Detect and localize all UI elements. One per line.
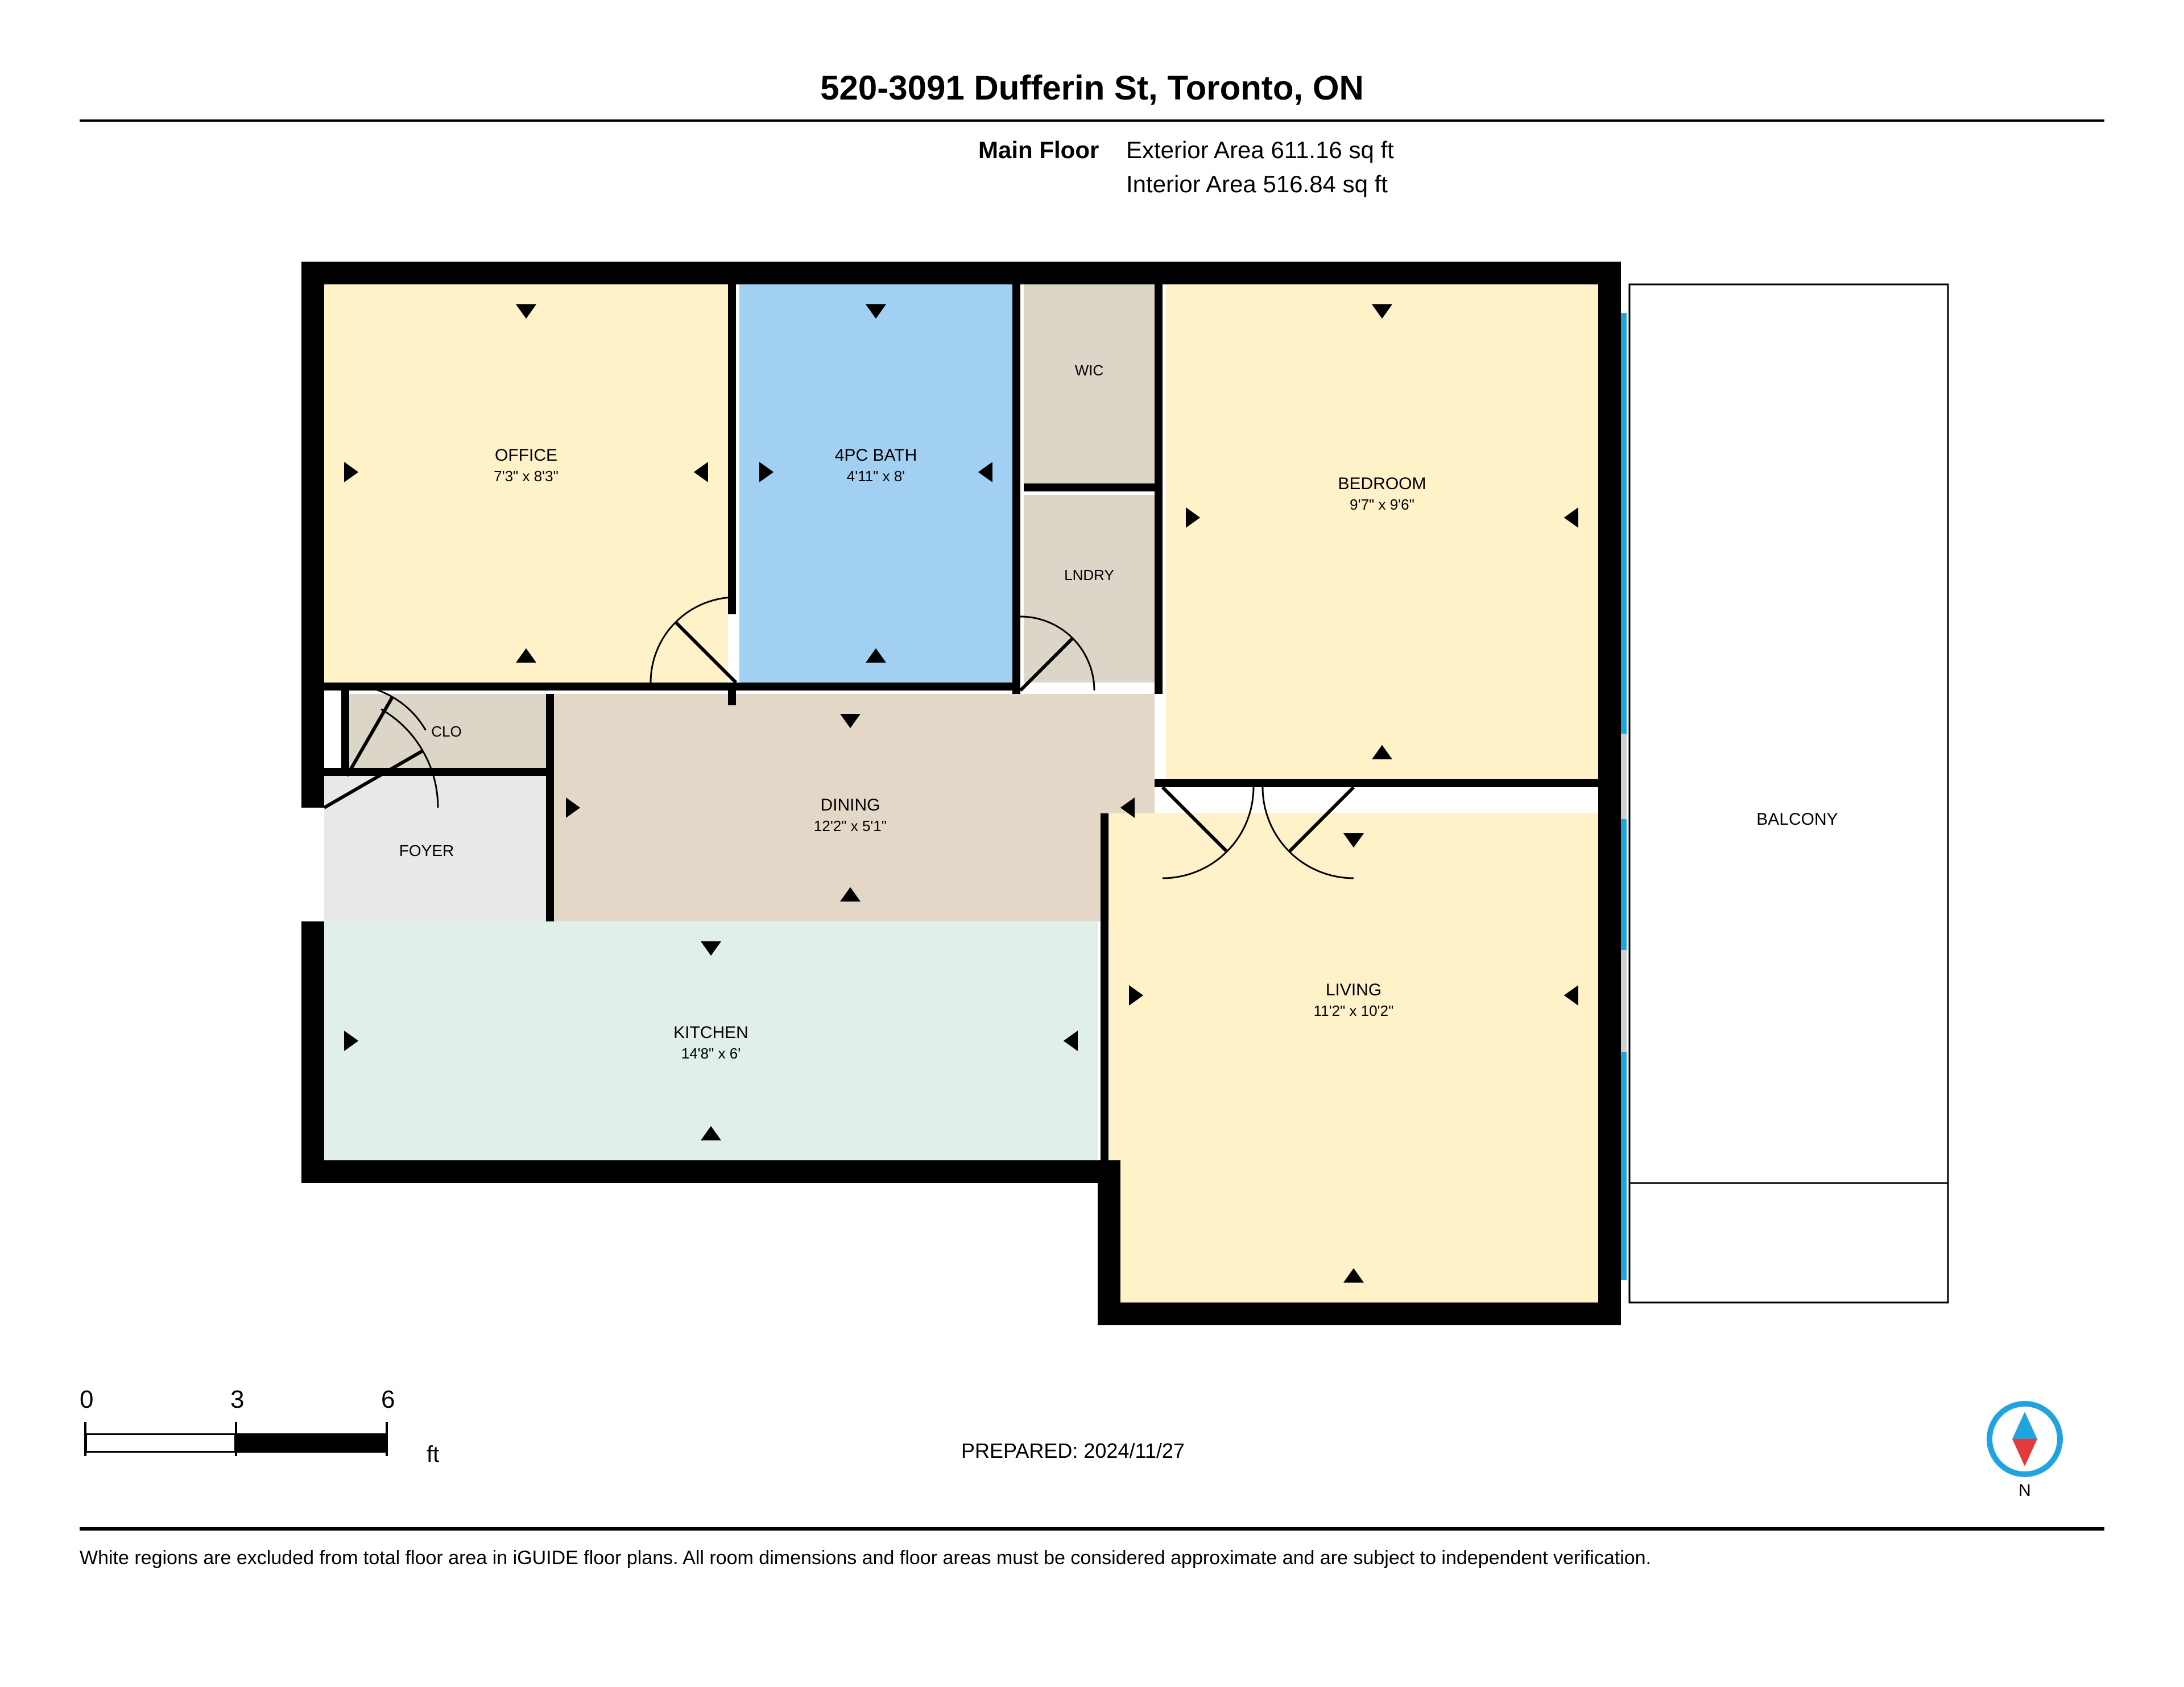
wall-main_right — [1598, 262, 1621, 1325]
room-label-lndry: LNDRY — [1064, 567, 1114, 584]
wall-left_mid — [301, 774, 324, 808]
room-dim-dining: 12'2" x 5'1" — [814, 817, 887, 834]
inner-wall — [1024, 483, 1155, 491]
room-label-living: LIVING — [1326, 981, 1381, 999]
inner-wall — [1155, 779, 1598, 787]
scale-label: 6 — [381, 1386, 395, 1414]
wall-kitchen_left — [301, 921, 324, 1183]
room-label-dining: DINING — [821, 796, 880, 814]
room-dim-office: 7'3" x 8'3" — [494, 468, 559, 485]
page: 520-3091 Dufferin St, Toronto, ON Main F… — [0, 0, 2184, 1687]
footer-disclaimer: White regions are excluded from total fl… — [80, 1547, 2104, 1569]
inner-wall — [546, 694, 554, 921]
room-dim-living: 11'2" x 10'2" — [1314, 1002, 1394, 1019]
inner-wall — [324, 768, 546, 776]
compass: N — [1968, 1382, 2082, 1507]
compass-n-label: N — [2018, 1481, 2031, 1500]
room-label-kitchen: KITCHEN — [673, 1023, 748, 1042]
balcony-label: BALCONY — [1756, 810, 1838, 829]
title-underline — [80, 119, 2104, 122]
room-dim-bath: 4'11" x 8' — [847, 468, 905, 485]
room-label-bath: 4PC BATH — [835, 446, 917, 465]
inner-wall — [1155, 284, 1163, 694]
room-label-bedroom: BEDROOM — [1338, 474, 1426, 493]
inner-wall — [341, 688, 349, 768]
room-label-foyer: FOYER — [399, 842, 454, 859]
room-dim-bedroom: 9'7" x 9'6" — [1350, 496, 1414, 513]
inner-wall — [1101, 813, 1108, 1160]
meta-interior: Interior Area 516.84 sq ft — [1126, 171, 1388, 198]
room-bedroom — [1166, 284, 1598, 779]
inner-wall — [324, 683, 1020, 690]
room-label-clo: CLO — [431, 723, 461, 740]
room-label-office: OFFICE — [495, 446, 557, 465]
scale-label: 0 — [80, 1386, 93, 1414]
inner-wall — [728, 284, 736, 614]
wall-kitchen_step_v — [1098, 1160, 1120, 1325]
wall-kitchen_bottom — [301, 1160, 1120, 1183]
footer-rule — [80, 1527, 2104, 1531]
scale-label: 3 — [230, 1386, 244, 1414]
floorplan-svg: BALCONY OFFICE 7'3" x 8'3" 4PC BATH 4'11" x … — [262, 245, 1996, 1342]
floorplan-stage: BALCONY OFFICE 7'3" x 8'3" 4PC BATH 4'11" x … — [262, 245, 1996, 1342]
scale-segment — [85, 1433, 236, 1453]
meta-exterior: Exterior Area 611.16 sq ft — [1126, 137, 1394, 164]
wall-main_top — [301, 262, 1621, 284]
prepared-date: PREPARED: 2024/11/27 — [961, 1439, 1185, 1463]
room-label-wic: WIC — [1075, 362, 1104, 379]
scale-tick — [84, 1422, 86, 1456]
scale-segment — [236, 1433, 387, 1453]
room-wic — [1024, 284, 1155, 483]
room-living — [1109, 813, 1598, 1303]
room-lndry — [1024, 495, 1155, 683]
room-dim-kitchen: 14'8" x 6' — [681, 1045, 741, 1062]
wall-main_bottom_right — [1098, 1303, 1621, 1325]
balcony — [1629, 284, 1948, 1303]
watermark: RIGHT AT HOME REALTY, Brokerage — [0, 1581, 2184, 1635]
scale-tick — [235, 1422, 237, 1456]
wall-main_left — [301, 262, 324, 774]
meta-section-label: Main Floor — [978, 137, 1099, 164]
page-title: 520-3091 Dufferin St, Toronto, ON — [0, 68, 2184, 107]
inner-wall — [1012, 284, 1020, 694]
scale-tick — [386, 1422, 388, 1456]
scale-unit: ft — [427, 1442, 439, 1467]
